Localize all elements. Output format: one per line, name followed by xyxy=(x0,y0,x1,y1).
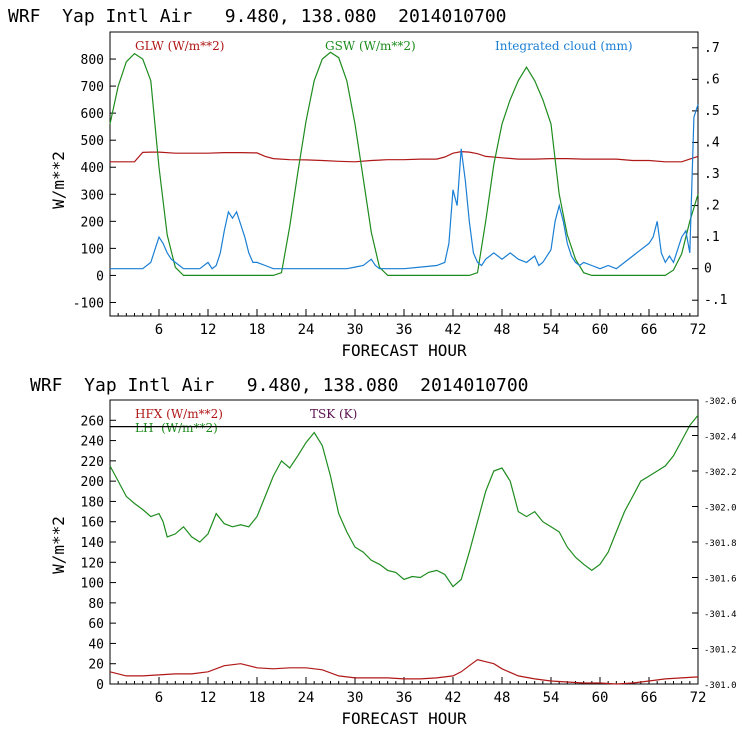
chart-1-plot-frame xyxy=(109,31,699,317)
chart-1: WRF Yap Intl Air 9.480, 138.080 20140107… xyxy=(8,6,727,360)
left-tick-label: 120 xyxy=(81,556,104,571)
chart-2-legend-lh: LH (W/m**2) xyxy=(135,421,218,435)
x-tick-label: 54 xyxy=(543,322,560,338)
left-tick-label: 300 xyxy=(81,188,104,203)
series-line-1-1 xyxy=(110,150,699,163)
left-tick-label: -100 xyxy=(73,296,104,311)
chart-2-legend-hfx: HFX (W/m**2) xyxy=(135,407,223,421)
x-tick-label: 48 xyxy=(494,690,511,706)
chart-1-legend-gsw: GSW (W/m**2) xyxy=(325,39,416,53)
left-tick-label: 500 xyxy=(81,134,104,149)
x-tick-label: 6 xyxy=(155,322,163,338)
right-tick-label: .6 xyxy=(704,72,720,87)
chart-2-right-ticks: -301.0 -301.2 -301.4 -301.6 -301.8 -302.0 -302… xyxy=(692,397,737,691)
right-tick-label: .5 xyxy=(704,104,720,119)
chart-2-legend-tsk: TSK (K) xyxy=(310,407,357,421)
x-tick-label: 48 xyxy=(494,322,511,338)
left-tick-label: 240 xyxy=(81,435,104,450)
x-tick-label: 54 xyxy=(543,690,560,706)
right-tick-label: .7 xyxy=(704,41,720,56)
x-tick-label: 60 xyxy=(592,690,609,706)
x-tick-label: 36 xyxy=(396,690,413,706)
chart-1-header: WRF Yap Intl Air 9.480, 138.080 20140107… xyxy=(8,6,507,27)
left-tick-label: 140 xyxy=(81,536,104,551)
right-tick-label: -301.2 xyxy=(704,646,737,656)
x-tick-label: 72 xyxy=(690,322,707,338)
left-tick-label: 60 xyxy=(88,617,104,632)
chart-2-x-ticks: 6 12 18 24 30 36 42 48 54 60 66 72 xyxy=(117,677,707,706)
series-line-1-2 xyxy=(109,51,699,276)
chart-1-right-ticks: -.1 0 .1 .2 .3 .4 .5 .6 .7 xyxy=(692,41,727,308)
x-tick-label: 24 xyxy=(298,322,315,338)
chart-1-legend-glw: GLW (W/m**2) xyxy=(135,39,224,53)
left-tick-label: 20 xyxy=(88,658,104,673)
right-tick-label: -301.0 xyxy=(704,681,737,691)
x-tick-label: 72 xyxy=(690,690,707,706)
right-tick-label: .3 xyxy=(704,167,720,182)
left-tick-label: 160 xyxy=(81,516,104,531)
x-tick-label: 30 xyxy=(347,322,364,338)
chart-2-series xyxy=(109,414,699,685)
left-tick-label: 0 xyxy=(96,678,104,693)
right-tick-label: .4 xyxy=(704,135,720,150)
left-tick-label: 80 xyxy=(88,597,104,612)
x-tick-label: 60 xyxy=(592,322,609,338)
left-tick-label: 800 xyxy=(81,53,104,68)
chart-1-x-axis-label: FORECAST HOUR xyxy=(341,341,467,360)
x-tick-label: 42 xyxy=(445,690,462,706)
left-tick-label: 220 xyxy=(81,455,104,470)
left-tick-label: 200 xyxy=(81,475,104,490)
chart-2-left-ticks: 0 20 40 60 80 100 120 140 160 180 200 220 240 260 xyxy=(81,414,116,693)
left-tick-label: 180 xyxy=(81,495,104,510)
x-tick-label: 36 xyxy=(396,322,413,338)
right-tick-label: -302.6 xyxy=(704,397,737,407)
x-tick-label: 42 xyxy=(445,322,462,338)
left-tick-label: 200 xyxy=(81,215,104,230)
left-tick-label: 260 xyxy=(81,414,104,429)
x-tick-label: 66 xyxy=(641,690,658,706)
x-tick-label: 30 xyxy=(347,690,364,706)
right-tick-label: -301.4 xyxy=(704,610,737,620)
chart-1-series xyxy=(109,51,699,276)
left-tick-label: 400 xyxy=(81,161,104,176)
left-tick-label: 600 xyxy=(81,107,104,122)
right-tick-label: -301.6 xyxy=(704,575,737,585)
right-tick-label: 0 xyxy=(704,262,712,277)
chart-2-header: WRF Yap Intl Air 9.480, 138.080 20140107… xyxy=(30,375,529,396)
left-tick-label: 40 xyxy=(88,637,104,652)
x-tick-label: 18 xyxy=(249,690,266,706)
right-tick-label: -302.4 xyxy=(704,433,737,443)
right-tick-label: -301.8 xyxy=(704,539,737,549)
series-line-2-2 xyxy=(109,414,699,588)
chart-1-left-ticks: -100 0 100 200 300 400 500 600 700 800 xyxy=(73,53,116,311)
right-tick-label: -302.0 xyxy=(704,504,737,514)
left-tick-label: 0 xyxy=(96,269,104,284)
right-tick-label: .2 xyxy=(704,199,720,214)
chart-2-plot-frame xyxy=(109,399,699,685)
left-tick-label: 700 xyxy=(81,80,104,95)
chart-2: WRF Yap Intl Air 9.480, 138.080 20140107… xyxy=(30,375,737,728)
chart-1-y-axis-label: W/m**2 xyxy=(49,151,68,209)
x-tick-label: 6 xyxy=(155,690,163,706)
x-tick-label: 24 xyxy=(298,690,315,706)
x-tick-label: 18 xyxy=(249,322,266,338)
x-tick-label: 66 xyxy=(641,322,658,338)
series-line-2-1 xyxy=(109,659,699,685)
right-tick-label: -.1 xyxy=(704,293,727,308)
chart-1-legend-cloud: Integrated cloud (mm) xyxy=(495,39,633,53)
chart-2-y-axis-label: W/m**2 xyxy=(49,516,68,574)
left-tick-label: 100 xyxy=(81,242,104,257)
left-tick-label: 100 xyxy=(81,577,104,592)
x-tick-label: 12 xyxy=(200,322,217,338)
chart-1-x-ticks: 6 12 18 24 30 36 42 48 54 60 66 72 xyxy=(117,309,707,338)
right-tick-label: -302.2 xyxy=(704,468,737,478)
right-tick-label: .1 xyxy=(704,230,720,245)
chart-2-x-axis-label: FORECAST HOUR xyxy=(341,709,467,728)
series-line-1-3 xyxy=(110,104,699,270)
x-tick-label: 12 xyxy=(200,690,217,706)
